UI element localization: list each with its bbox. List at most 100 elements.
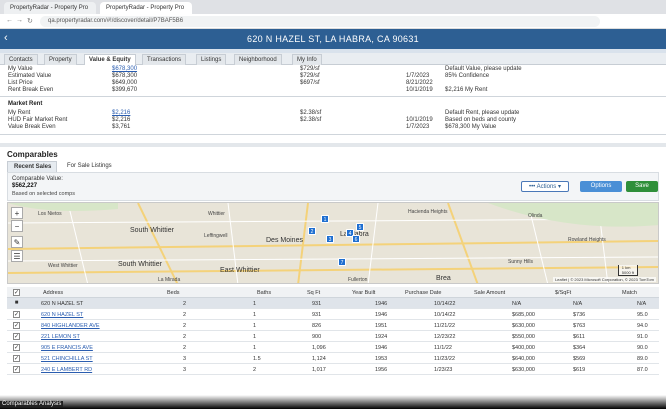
value-amount: $399,670 xyxy=(112,87,138,93)
rent-amount: $3,761 xyxy=(112,124,131,130)
map-pin[interactable]: 3 xyxy=(326,235,334,243)
tab-contacts[interactable]: Contacts xyxy=(4,54,38,65)
tab-value-equity[interactable]: Value & Equity xyxy=(84,54,136,65)
tab-transactions[interactable]: Transactions xyxy=(142,54,187,65)
map-attribution: Leaflet | © 2023 Microsoft Corporation, … xyxy=(553,277,656,282)
cell-beds: 2 xyxy=(183,345,187,351)
cell-sqft: 931 xyxy=(312,301,322,307)
cell-address-link[interactable]: 620 N HAZEL ST xyxy=(41,312,84,318)
cell-sqft: 1,124 xyxy=(312,356,326,362)
value-note: $2,216 My Rent xyxy=(445,87,488,93)
tab-for-sale-listings[interactable]: For Sale Listings xyxy=(67,163,112,169)
tab-property[interactable]: Property xyxy=(44,54,77,65)
video-caption: Comparables Analysis xyxy=(0,401,64,407)
row-checkbox[interactable]: ✓ xyxy=(13,333,20,340)
table-row[interactable]: ✓ 221 LEMON ST 2 1 900 1924 12/23/22 $55… xyxy=(7,331,659,342)
rent-note: Default Rent, please update xyxy=(445,110,520,116)
map-label: Leffingwell xyxy=(204,233,228,239)
value-amount: $649,000 xyxy=(112,80,138,86)
map-pin[interactable]: 6 xyxy=(352,235,360,243)
value-per-sf: $697/sf xyxy=(300,80,320,86)
row-checkbox[interactable]: ✓ xyxy=(13,344,20,351)
reload-icon[interactable]: ↻ xyxy=(27,18,33,25)
rent-note: Based on beds and county xyxy=(445,117,517,123)
row-checkbox[interactable]: ✓ xyxy=(13,366,20,373)
value-label: Estimated Value xyxy=(8,73,52,79)
save-button[interactable]: Save xyxy=(626,181,658,192)
table-row[interactable]: ✓ 521 CHINCHILLA ST 3 1.5 1,124 1953 11/… xyxy=(7,353,659,364)
options-button[interactable]: Options xyxy=(580,181,622,192)
table-row[interactable]: ✓ 620 N HAZEL ST 2 1 931 1946 10/14/22 $… xyxy=(7,309,659,320)
row-checkbox[interactable]: ✓ xyxy=(13,311,20,318)
map-label: Fullerton xyxy=(348,277,368,283)
zoom-in-icon[interactable]: + xyxy=(11,207,23,219)
tab-listings[interactable]: Listings xyxy=(196,54,227,65)
table-row[interactable]: ✓ 240 E LAMBERT RD 3 2 1,017 1956 1/23/2… xyxy=(7,364,659,375)
map-pin[interactable]: 1 xyxy=(321,215,329,223)
browser-tab-active[interactable]: PropertyRadar - Property Pro xyxy=(100,2,192,14)
chevron-left-icon[interactable]: ‹ xyxy=(4,32,8,44)
cell-match: 94.0 xyxy=(637,323,648,329)
cell-address-link[interactable]: 840 HIGHLANDER AVE xyxy=(41,323,100,329)
map-pin[interactable]: 5 xyxy=(356,223,364,231)
col-year-built[interactable]: Year Built xyxy=(352,290,376,296)
back-arrow-icon[interactable]: ← xyxy=(6,17,13,24)
cell-sale-amount: $640,000 xyxy=(512,356,535,362)
zoom-out-icon[interactable]: − xyxy=(11,220,23,232)
cell-address: 620 N HAZEL ST xyxy=(41,301,84,307)
map-pin[interactable]: 7 xyxy=(338,258,346,266)
actions-dropdown[interactable]: ••• Actions ▾ xyxy=(521,181,569,192)
select-all-checkbox[interactable]: ✓ xyxy=(13,289,20,296)
map-pin[interactable]: 4 xyxy=(346,229,354,237)
url-field[interactable]: qa.propertyradar.com/#!/discover/detail/… xyxy=(40,16,600,27)
tab-my-info[interactable]: My Info xyxy=(292,54,322,65)
cell-purchase-date: 1/23/23 xyxy=(434,367,453,373)
tab-neighborhood[interactable]: Neighborhood xyxy=(234,54,282,65)
cell-address-link[interactable]: 905 E FRANCIS AVE xyxy=(41,345,93,351)
section-gap xyxy=(0,143,666,147)
rent-per-sf: $2.38/sf xyxy=(300,117,322,123)
row-checkbox[interactable]: ✓ xyxy=(13,322,20,329)
col-purchase-date[interactable]: Purchase Date xyxy=(405,290,442,296)
draw-tool-icon[interactable]: ✎ xyxy=(11,236,23,248)
tab-recent-sales[interactable]: Recent Sales xyxy=(7,161,57,172)
table-row[interactable]: ✓ 840 HIGHLANDER AVE 2 1 826 1951 11/21/… xyxy=(7,320,659,331)
market-rent-heading: Market Rent xyxy=(8,101,43,107)
cell-purchase-date: 10/14/22 xyxy=(434,301,456,307)
comparables-map[interactable]: South Whittier Leffingwell Des Moines La… xyxy=(7,202,659,284)
cell-match: 90.0 xyxy=(637,345,648,351)
col-match[interactable]: Match xyxy=(622,290,637,296)
cell-sale-amount: $630,000 xyxy=(512,323,535,329)
rent-note: $678,300 My Value xyxy=(445,124,497,130)
cell-address-link[interactable]: 240 E LAMBERT RD xyxy=(41,367,93,373)
browser-tab[interactable]: PropertyRadar - Property Pro xyxy=(4,2,96,14)
col-beds[interactable]: Beds xyxy=(167,290,180,296)
cell-address-link[interactable]: 221 LEMON ST xyxy=(41,334,80,340)
col-address[interactable]: Address xyxy=(43,290,64,296)
divider xyxy=(0,96,666,97)
col-sale-amount[interactable]: Sale Amount xyxy=(474,290,506,296)
my-rent-link[interactable]: $2,216 xyxy=(112,110,131,116)
cell-sale-amount: N/A xyxy=(512,301,522,307)
map-label: Des Moines xyxy=(266,237,303,244)
my-value-link[interactable]: $678,300 xyxy=(112,66,138,72)
table-row[interactable]: ✓ 905 E FRANCIS AVE 2 1 1,096 1946 11/1/… xyxy=(7,342,659,353)
rent-row-value-break-even: Value Break Even $3,761 1/7/2023 $678,30… xyxy=(0,124,666,130)
cell-sqft: 826 xyxy=(312,323,322,329)
value-row-rent-break-even: Rent Break Even $399,670 10/1/2019 $2,21… xyxy=(0,87,666,93)
col-sqft[interactable]: Sq Ft xyxy=(307,290,321,296)
row-checkbox[interactable]: ✓ xyxy=(13,355,20,362)
forward-arrow-icon[interactable]: → xyxy=(16,17,23,24)
cell-beds: 2 xyxy=(183,334,187,340)
map-pin[interactable]: 2 xyxy=(308,227,316,235)
map-label: West Whittier xyxy=(48,263,78,269)
col-baths[interactable]: Baths xyxy=(257,290,272,296)
col-price-per-sqft[interactable]: $/SqFt xyxy=(555,290,572,296)
rent-amount: $2,216 xyxy=(112,117,131,123)
value-per-sf: $729/sf xyxy=(300,73,320,79)
cell-address-link[interactable]: 521 CHINCHILLA ST xyxy=(41,356,93,362)
dots-icon: ••• xyxy=(528,184,537,190)
cell-price-per-sqft: $736 xyxy=(573,312,586,318)
layers-icon[interactable]: ☰ xyxy=(11,250,23,262)
